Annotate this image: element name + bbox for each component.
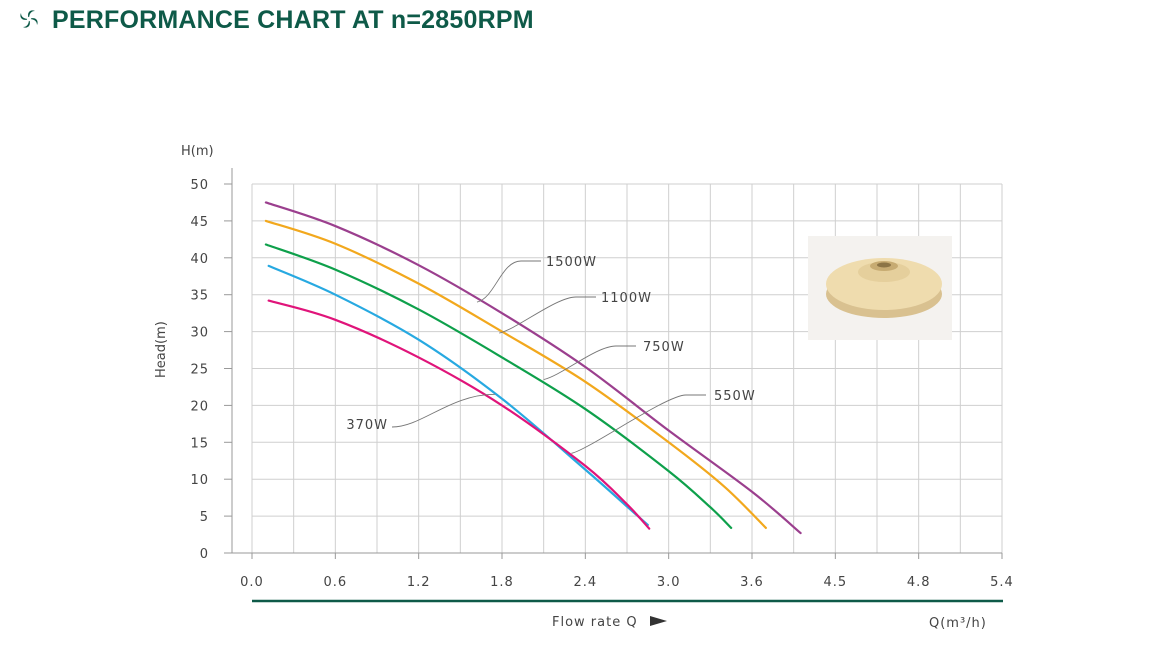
- x-tick-label: 1.2: [407, 575, 431, 590]
- page-title: PERFORMANCE CHART AT n=2850RPM: [52, 6, 534, 34]
- y-tick-label: 50: [190, 178, 209, 193]
- callout-line: [543, 345, 636, 381]
- arrow-right-icon: [650, 616, 667, 626]
- x-tick-label: 4.5: [823, 575, 847, 590]
- y-axis-title: Head(m): [154, 321, 169, 378]
- y-tick-label: 30: [190, 326, 209, 341]
- flow-unit-label: Q(m³/h): [929, 616, 987, 631]
- callout-line: [571, 394, 706, 454]
- series-label: 1100W: [601, 291, 652, 306]
- y-tick-label: 5: [200, 510, 209, 525]
- callout-line: [476, 260, 541, 303]
- series-label: 1500W: [546, 255, 597, 270]
- series-label: 750W: [643, 340, 685, 355]
- x-tick-label: 3.0: [657, 575, 681, 590]
- title-bar: PERFORMANCE CHART AT n=2850RPM: [18, 6, 534, 35]
- x-tick-label: 5.4: [990, 575, 1014, 590]
- x-tick-label: 1.8: [490, 575, 514, 590]
- axes: 0 5 10 15 20 25 30 35 40 45 50 0.0 0.6 1.2 1.8 2.4 3.0 3.…: [190, 168, 1013, 590]
- x-tick-label: 4.8: [907, 575, 931, 590]
- y-unit-label: H(m): [181, 144, 214, 159]
- series-line-1500w: [264, 201, 802, 535]
- y-tick-label: 10: [190, 473, 209, 488]
- series-line-1100w: [264, 219, 767, 530]
- y-tick-label: 40: [190, 252, 209, 267]
- flow-rate-label: Flow rate Q: [552, 615, 638, 630]
- series-labels: 1500W 1100W 750W 550W 370W: [346, 255, 756, 454]
- y-tick-label: 45: [190, 215, 209, 230]
- y-tick-label: 25: [190, 363, 209, 378]
- y-tick-label: 20: [190, 399, 209, 414]
- series-line-750w: [264, 243, 733, 530]
- y-tick-label: 0: [200, 547, 209, 562]
- series-line-370w: [267, 299, 651, 530]
- series-label: 550W: [714, 389, 756, 404]
- series-line-550w: [267, 264, 649, 527]
- x-tick-label: 3.6: [740, 575, 764, 590]
- series-lines: [264, 201, 802, 535]
- impeller-photo: [808, 236, 952, 340]
- callout-line: [391, 393, 496, 428]
- x-tick-label: 2.4: [573, 575, 597, 590]
- series-label: 370W: [346, 418, 388, 433]
- y-tick-label: 35: [190, 289, 209, 304]
- swirl-icon: [18, 8, 40, 34]
- y-tick-label: 15: [190, 436, 209, 451]
- grid-lines: [251, 183, 1003, 554]
- callout-line: [499, 296, 596, 334]
- x-tick-label: 0.6: [323, 575, 347, 590]
- x-tick-label: 0.0: [240, 575, 264, 590]
